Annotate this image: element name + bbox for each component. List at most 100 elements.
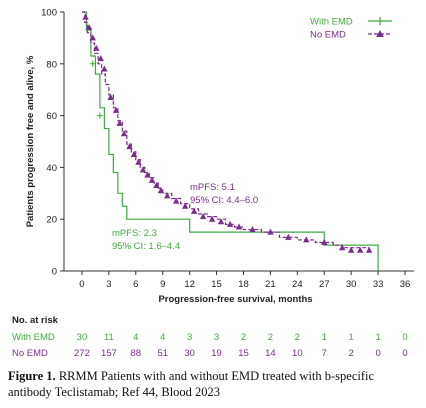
y-tick-label-0: 0: [52, 267, 57, 278]
risk-value-no-emd-10: 2: [349, 348, 354, 359]
x-tick-label-5: 15: [211, 279, 222, 290]
censor-mark-no-emd-9: [120, 130, 128, 137]
y-tick-label-2: 40: [46, 163, 57, 174]
censor-mark-no-emd-1: [85, 24, 93, 31]
censor-mark-no-emd-32: [339, 244, 346, 251]
risk-value-no-emd-1: 157: [101, 348, 117, 359]
censor-mark-no-emd-16: [153, 182, 160, 189]
censor-mark-with-emd-1: [96, 112, 103, 119]
censor-mark-no-emd-15: [148, 176, 156, 183]
censor-mark-no-emd-25: [226, 220, 234, 227]
x-tick-label-7: 21: [265, 279, 276, 290]
censor-mark-no-emd-27: [249, 226, 256, 233]
series-line-with-emd: [81, 11, 379, 271]
censor-mark-no-emd-35: [365, 246, 373, 253]
x-tick-label-2: 6: [133, 279, 138, 290]
risk-value-with-emd-5: 3: [214, 332, 219, 343]
y-tick-label-3: 60: [46, 111, 57, 122]
x-tick-label-9: 27: [319, 279, 330, 290]
risk-value-no-emd-3: 51: [157, 348, 168, 359]
censor-mark-no-emd-10: [126, 143, 133, 150]
y-tick-label-4: 80: [46, 59, 57, 70]
risk-value-no-emd-8: 10: [292, 348, 303, 359]
censor-mark-no-emd-18: [164, 192, 171, 199]
x-tick-label-4: 12: [184, 279, 195, 290]
censor-mark-no-emd-11: [130, 150, 138, 157]
censor-mark-no-emd-26: [235, 223, 243, 230]
risk-value-no-emd-9: 7: [322, 348, 327, 359]
censor-mark-no-emd-21: [190, 207, 198, 214]
legend-label-with-emd: With EMD: [310, 17, 353, 28]
censor-mark-no-emd-28: [267, 228, 274, 235]
risk-value-no-emd-11: 0: [375, 348, 380, 359]
risk-value-with-emd-8: 2: [295, 332, 300, 343]
risk-value-with-emd-0: 30: [77, 332, 88, 343]
x-axis-label: Progression-free survival, months: [158, 294, 312, 305]
censor-mark-no-emd-23: [208, 215, 216, 222]
risk-value-no-emd-2: 88: [131, 348, 142, 359]
legend-label-no-emd: No EMD: [310, 30, 346, 41]
figure-caption: Figure 1. RRMM Patients with and without…: [8, 368, 420, 400]
x-tick-label-6: 18: [238, 279, 249, 290]
risk-value-with-emd-6: 2: [241, 332, 246, 343]
caption-text: RRMM Patients with and without EMD treat…: [8, 369, 375, 399]
censor-mark-no-emd-8: [116, 119, 123, 126]
censor-mark-no-emd-3: [93, 44, 100, 51]
censor-mark-no-emd-20: [181, 202, 189, 209]
censor-mark-no-emd-34: [356, 246, 364, 253]
x-tick-label-1: 3: [106, 279, 111, 290]
risk-value-with-emd-10: 1: [349, 332, 354, 343]
risk-table-title: No. at risk: [12, 315, 59, 326]
annotation-1-line-0: mPFS: 2.3: [112, 228, 157, 239]
risk-value-with-emd-3: 4: [160, 332, 165, 343]
annotation-1-line-1: 95% CI: 1.6–4.4: [112, 241, 180, 252]
legend-marker-no-emd: [376, 30, 384, 37]
x-tick-label-8: 24: [292, 279, 303, 290]
censor-mark-no-emd-0: [82, 13, 89, 20]
risk-value-no-emd-7: 14: [265, 348, 276, 359]
risk-value-with-emd-11: 1: [375, 332, 380, 343]
censor-mark-no-emd-14: [144, 171, 151, 178]
censor-mark-no-emd-5: [101, 65, 108, 72]
y-tick-label-5: 100: [41, 8, 57, 19]
censor-mark-no-emd-13: [139, 166, 147, 173]
censor-mark-no-emd-31: [321, 239, 328, 246]
x-tick-label-11: 33: [373, 279, 384, 290]
y-tick-label-1: 20: [46, 215, 57, 226]
risk-value-with-emd-9: 1: [322, 332, 327, 343]
censor-mark-no-emd-17: [157, 187, 165, 194]
annotation-0-line-0: mPFS: 5.1: [190, 182, 235, 193]
censor-mark-no-emd-24: [217, 218, 225, 225]
x-tick-label-3: 9: [160, 279, 165, 290]
risk-value-no-emd-4: 30: [184, 348, 195, 359]
risk-value-no-emd-6: 15: [238, 348, 249, 359]
risk-row-label-with-emd: With EMD: [12, 332, 55, 343]
caption-label: Figure 1.: [8, 369, 56, 383]
censor-mark-no-emd-4: [97, 55, 104, 62]
censor-mark-no-emd-30: [303, 236, 310, 243]
x-tick-label-0: 0: [79, 279, 84, 290]
risk-value-no-emd-0: 272: [74, 348, 90, 359]
risk-value-no-emd-5: 19: [211, 348, 222, 359]
censor-mark-no-emd-2: [89, 34, 96, 41]
series-line-no-emd: [81, 11, 370, 251]
x-tick-label-10: 30: [346, 279, 357, 290]
risk-value-no-emd-12: 0: [402, 348, 407, 359]
y-axis-label: Patients progression free and alive, %: [25, 55, 36, 227]
risk-value-with-emd-2: 4: [133, 332, 138, 343]
annotation-0-line-1: 95% CI: 4.4–6.0: [190, 195, 258, 206]
censor-mark-with-emd-0: [89, 60, 96, 67]
risk-value-with-emd-4: 3: [187, 332, 192, 343]
km-chart: 0 3 6 9 12 15 18 21 24 27 30 33 36020406080100Progre…: [12, 8, 414, 359]
risk-row-label-no-emd: No EMD: [12, 348, 48, 359]
censor-mark-no-emd-22: [199, 213, 207, 220]
censor-mark-no-emd-29: [285, 233, 292, 240]
censor-mark-no-emd-12: [135, 158, 142, 165]
censor-mark-no-emd-7: [112, 106, 120, 113]
censor-mark-no-emd-33: [347, 246, 355, 253]
risk-value-with-emd-7: 2: [268, 332, 273, 343]
risk-value-with-emd-1: 11: [104, 332, 114, 343]
censor-mark-no-emd-6: [107, 93, 114, 100]
censor-mark-no-emd-19: [172, 197, 180, 204]
